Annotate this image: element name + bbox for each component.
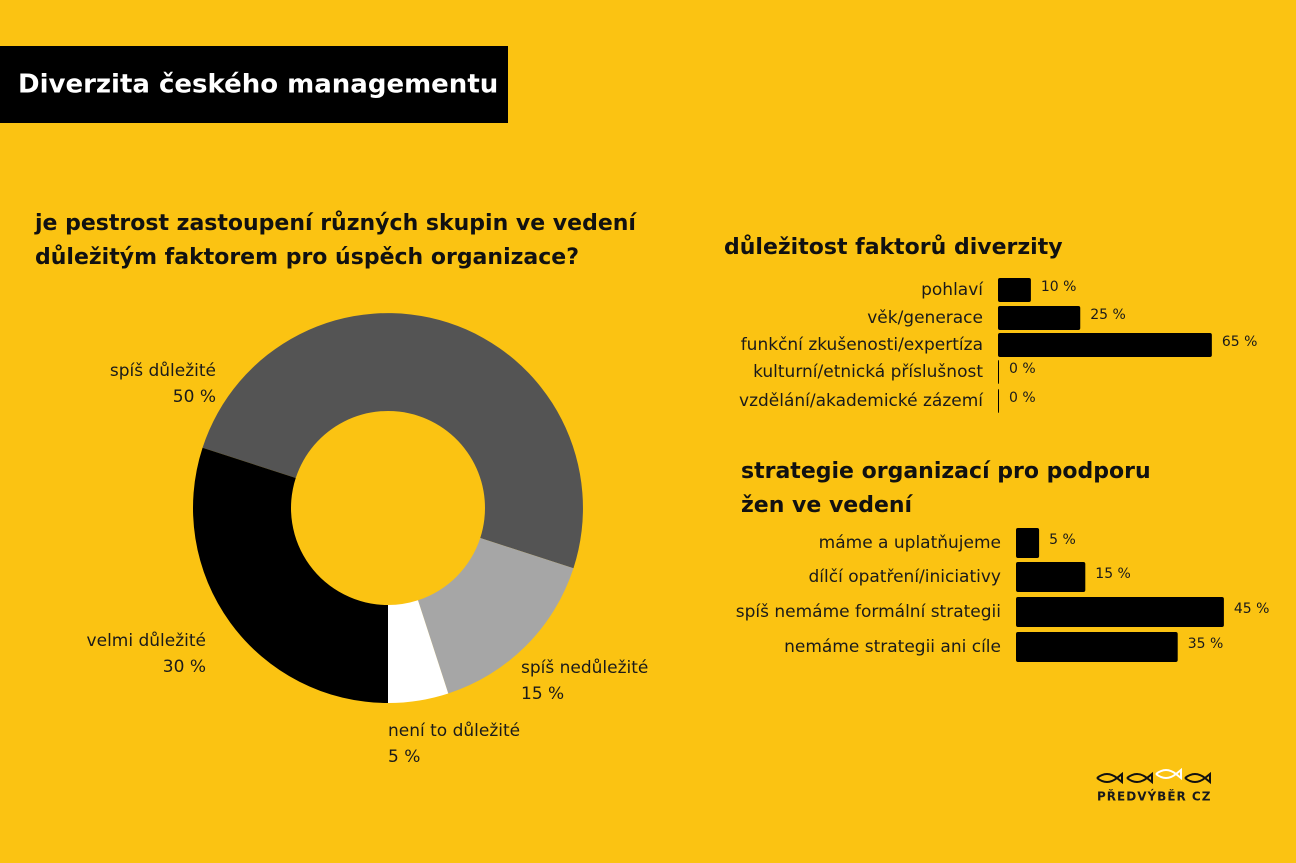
bar-value: 45 % xyxy=(1234,601,1270,617)
pie-title: je pestrost zastoupení různých skupin ve… xyxy=(35,211,636,270)
donut-slice xyxy=(388,600,449,703)
bar xyxy=(998,278,1031,302)
slice-label: spíš důležité xyxy=(110,361,216,381)
bar-value: 65 % xyxy=(1222,334,1258,350)
bar-value: 5 % xyxy=(1049,532,1076,548)
bar xyxy=(1016,597,1224,627)
bar-value: 25 % xyxy=(1090,307,1126,323)
bar xyxy=(998,360,999,384)
bar-value: 0 % xyxy=(1009,390,1036,406)
bar-value: 35 % xyxy=(1188,636,1224,652)
bar-label: věk/generace xyxy=(867,308,983,328)
bar-label: nemáme strategii ani cíle xyxy=(784,637,1001,657)
bar-label: kulturní/etnická příslušnost xyxy=(753,362,983,382)
bar xyxy=(998,306,1081,330)
slice-value: 5 % xyxy=(388,747,420,767)
logo-text: PŘEDVÝBĚR CZ xyxy=(1097,789,1211,804)
bar-label: funkční zkušenosti/expertíza xyxy=(741,335,983,355)
slice-value: 15 % xyxy=(521,684,564,704)
slice-label: není to důležité xyxy=(388,721,520,741)
bar-value: 10 % xyxy=(1041,279,1077,295)
bar-label: pohlaví xyxy=(921,280,984,300)
bar xyxy=(1016,632,1178,662)
header-title: Diverzita českého managementu xyxy=(18,70,498,100)
bar xyxy=(1016,562,1086,592)
bar-title: strategie organizací pro podporu žen ve … xyxy=(741,459,1151,518)
donut-slice xyxy=(192,447,388,703)
slice-value: 50 % xyxy=(173,387,216,407)
slice-value: 30 % xyxy=(163,657,206,677)
bar-label: vzdělání/akademické zázemí xyxy=(739,391,984,411)
bar-value: 15 % xyxy=(1095,566,1131,582)
bar-title: důležitost faktorů diverzity xyxy=(724,235,1063,260)
bar-label: máme a uplatňujeme xyxy=(819,533,1001,553)
slice-label: velmi důležité xyxy=(87,631,206,651)
header-bar xyxy=(0,46,508,123)
bar-value: 0 % xyxy=(1009,361,1036,377)
donut-slice xyxy=(202,313,583,569)
bar-label: dílčí opatření/iniciativy xyxy=(808,567,1001,587)
slice-label: spíš nedůležité xyxy=(521,658,648,678)
logo-icon xyxy=(1096,767,1211,785)
bar xyxy=(1016,528,1040,558)
bar xyxy=(998,333,1212,357)
bar xyxy=(998,389,999,413)
donut-slice xyxy=(417,537,574,694)
bar-label: spíš nemáme formální strategii xyxy=(736,602,1001,622)
